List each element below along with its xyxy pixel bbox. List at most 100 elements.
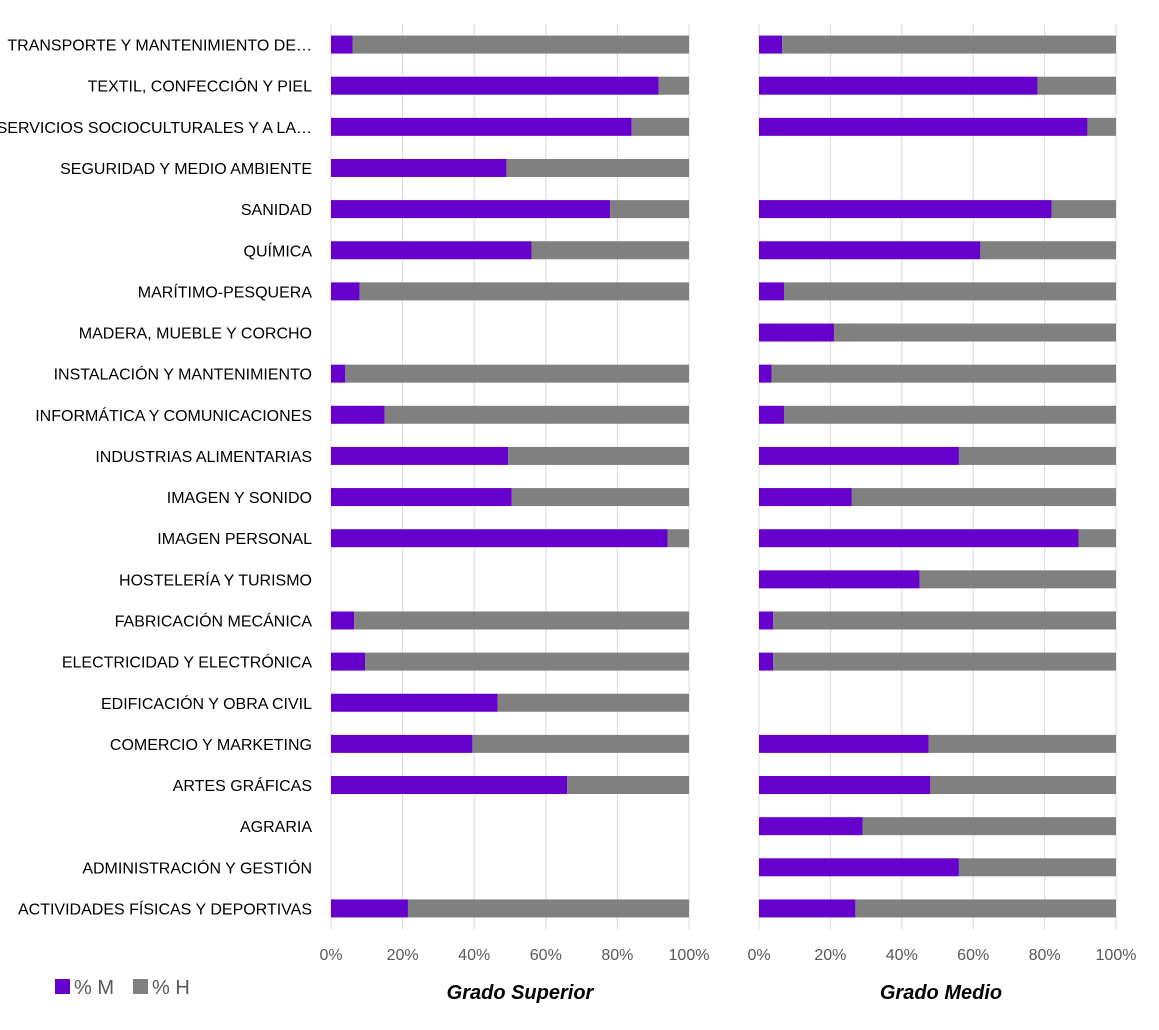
- bar-m-superior: [331, 158, 507, 177]
- bar-m-medio: [759, 776, 931, 795]
- x-tick-label-superior: 20%: [387, 947, 419, 964]
- category-label: HOSTELERÍA Y TURISMO: [119, 570, 312, 589]
- bar-h-superior: [352, 35, 689, 54]
- bar-m-superior: [331, 364, 346, 383]
- category-label: INSTALACIÓN Y MANTENIMIENTO: [54, 365, 312, 384]
- bar-h-medio: [783, 405, 1116, 424]
- bar-m-superior: [331, 693, 498, 712]
- x-tick-label-superior: 80%: [601, 947, 633, 964]
- category-label: ELECTRICIDAD Y ELECTRÓNICA: [62, 653, 312, 672]
- bar-m-medio: [759, 734, 929, 753]
- bar-m-medio: [759, 899, 856, 918]
- x-tick-label-medio: 20%: [814, 947, 846, 964]
- legend-swatch: [55, 979, 70, 994]
- bar-h-medio: [773, 652, 1116, 671]
- bar-h-superior: [567, 776, 689, 795]
- bar-m-medio: [759, 200, 1052, 219]
- x-tick-label-superior: 100%: [669, 947, 710, 964]
- bar-m-superior: [331, 734, 473, 753]
- bar-m-superior: [331, 652, 366, 671]
- bar-h-superior: [631, 117, 689, 136]
- bar-m-superior: [331, 446, 509, 465]
- bar-h-medio: [773, 611, 1116, 630]
- bar-m-medio: [759, 323, 834, 342]
- bar-h-superior: [472, 734, 689, 753]
- bar-m-superior: [331, 405, 385, 424]
- bar-m-medio: [759, 35, 783, 54]
- bar-m-superior: [331, 611, 355, 630]
- legend-swatch: [133, 979, 148, 994]
- bar-m-medio: [759, 570, 920, 589]
- category-label: EDIFICACIÓN Y OBRA CIVIL: [101, 694, 312, 713]
- x-tick-label-superior: 0%: [319, 947, 342, 964]
- bar-m-medio: [759, 446, 959, 465]
- bar-m-medio: [759, 817, 863, 836]
- category-label: TEXTIL, CONFECCIÓN Y PIEL: [88, 77, 312, 96]
- x-tick-label-superior: 40%: [458, 947, 490, 964]
- x-tick-label-medio: 0%: [747, 947, 770, 964]
- x-tick-label-medio: 100%: [1096, 947, 1137, 964]
- category-label: ARTES GRÁFICAS: [173, 776, 312, 795]
- bar-m-medio: [759, 405, 784, 424]
- bar-m-medio: [759, 241, 981, 260]
- bar-h-medio: [782, 35, 1116, 54]
- bar-h-medio: [958, 858, 1116, 877]
- bar-m-superior: [331, 117, 632, 136]
- category-label: IMAGEN PERSONAL: [157, 531, 312, 548]
- bar-h-superior: [531, 241, 689, 260]
- bar-h-medio: [855, 899, 1116, 918]
- bar-h-superior: [610, 200, 689, 219]
- bar-m-medio: [759, 529, 1079, 548]
- category-label: MADERA, MUEBLE Y CORCHO: [79, 326, 312, 343]
- bar-h-superior: [667, 529, 689, 548]
- x-tick-label-medio: 40%: [886, 947, 918, 964]
- bar-h-medio: [771, 364, 1116, 383]
- bar-h-superior: [384, 405, 689, 424]
- category-label: INFORMÁTICA Y COMUNICACIONES: [35, 406, 312, 425]
- bar-m-medio: [759, 858, 959, 877]
- category-label: ADMINISTRACIÓN Y GESTIÓN: [82, 858, 312, 877]
- bar-m-superior: [331, 241, 532, 260]
- category-label: AGRARIA: [240, 819, 312, 836]
- bar-h-medio: [1078, 529, 1116, 548]
- bar-h-superior: [345, 364, 689, 383]
- x-tick-label-superior: 60%: [530, 947, 562, 964]
- bar-h-medio: [930, 776, 1116, 795]
- bar-m-superior: [331, 488, 512, 507]
- bar-h-medio: [1087, 117, 1116, 136]
- bar-m-superior: [331, 76, 659, 95]
- bar-h-superior: [497, 693, 689, 712]
- category-label: SEGURIDAD Y MEDIO AMBIENTE: [60, 161, 312, 178]
- bar-h-superior: [506, 158, 689, 177]
- category-label: FABRICACIÓN MECÁNICA: [115, 611, 313, 630]
- bar-h-medio: [862, 817, 1116, 836]
- bar-h-medio: [1037, 76, 1116, 95]
- bar-m-superior: [331, 35, 353, 54]
- bar-m-medio: [759, 611, 774, 630]
- bar-m-medio: [759, 364, 772, 383]
- bar-m-medio: [759, 117, 1088, 136]
- bar-m-superior: [331, 776, 568, 795]
- bar-h-medio: [919, 570, 1116, 589]
- x-tick-label-medio: 60%: [957, 947, 989, 964]
- x-tick-label-medio: 80%: [1029, 947, 1061, 964]
- bar-m-superior: [331, 282, 360, 301]
- bar-h-medio: [851, 488, 1116, 507]
- category-label: TRANSPORTE Y MANTENIMIENTO DE…: [7, 38, 312, 55]
- legend-label: % H: [152, 977, 190, 999]
- category-label: SERVICIOS SOCIOCULTURALES Y A LA…: [0, 120, 312, 137]
- category-label: ACTIVIDADES FÍSICAS Y DEPORTIVAS: [18, 899, 312, 918]
- bar-m-superior: [331, 200, 611, 219]
- bar-m-medio: [759, 652, 774, 671]
- bar-m-superior: [331, 529, 668, 548]
- bar-h-superior: [511, 488, 689, 507]
- bar-h-superior: [508, 446, 689, 465]
- category-label: INDUSTRIAS ALIMENTARIAS: [95, 449, 312, 466]
- bar-h-medio: [833, 323, 1116, 342]
- panel-title-superior: Grado Superior: [447, 982, 595, 1004]
- bar-h-superior: [407, 899, 689, 918]
- bar-h-superior: [359, 282, 689, 301]
- bar-h-medio: [980, 241, 1116, 260]
